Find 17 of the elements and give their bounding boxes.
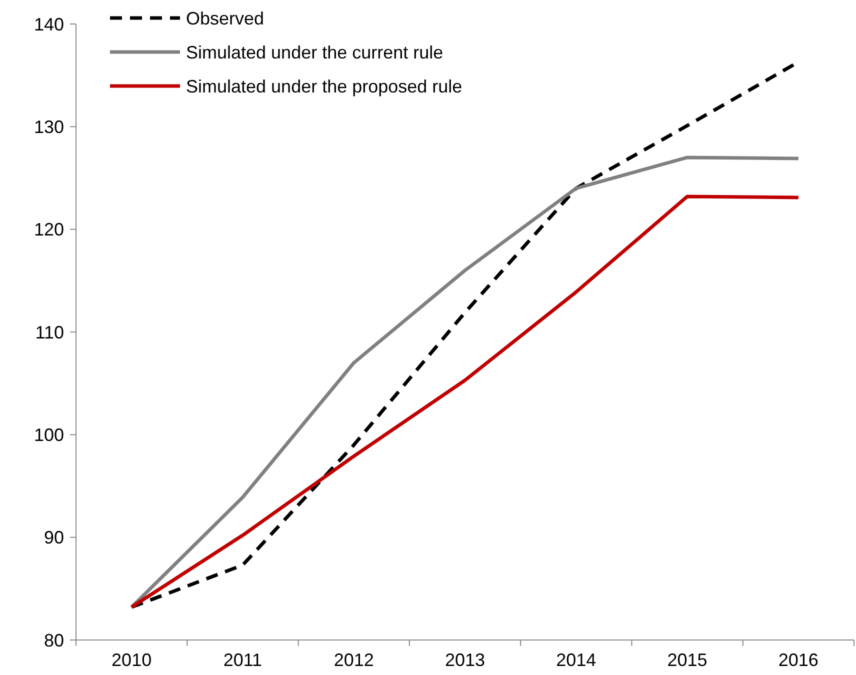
- y-tick-label: 90: [44, 528, 64, 548]
- x-tick-label: 2013: [444, 650, 486, 670]
- legend-label: Simulated under the current rule: [186, 42, 444, 62]
- y-tick-label: 80: [44, 630, 64, 650]
- x-tick-label: 2012: [334, 650, 374, 670]
- x-tick-label: 2015: [667, 650, 708, 670]
- legend-label: Observed: [186, 8, 264, 28]
- x-tick-label: 2016: [778, 650, 818, 670]
- legend-label: Simulated under the proposed rule: [186, 76, 462, 96]
- y-tick-label: 110: [35, 322, 64, 342]
- x-tick-label: 2010: [112, 650, 152, 670]
- x-tick-label: 2011: [223, 650, 262, 670]
- y-tick-label: 130: [34, 116, 64, 137]
- y-tick-label: 100: [34, 424, 64, 445]
- y-tick-label: 120: [34, 220, 64, 240]
- x-tick-label: 2014: [556, 650, 596, 670]
- y-tick-label: 140: [34, 14, 64, 34]
